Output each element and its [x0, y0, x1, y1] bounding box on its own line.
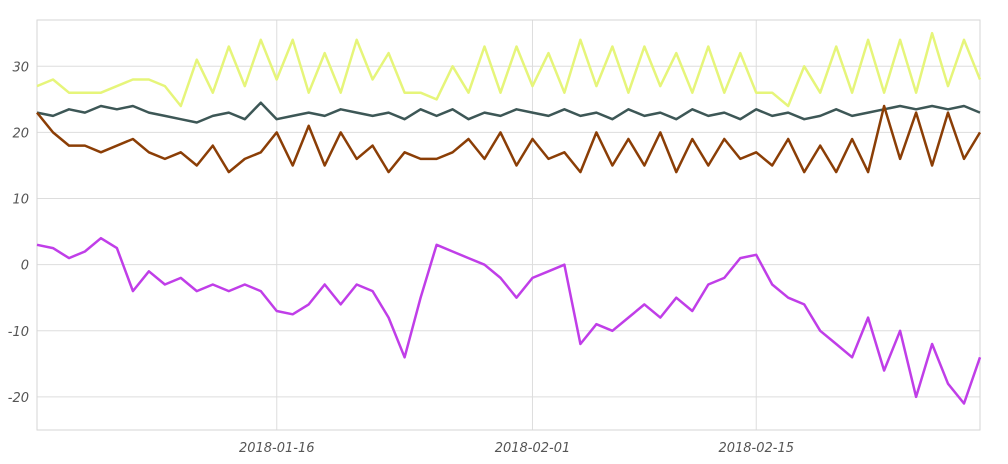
x-tick-label: 2018-02-01 [495, 441, 571, 456]
y-tick-label: 0 [21, 259, 29, 274]
y-axis: 30 20 10 0 -10 -20 [8, 60, 29, 406]
series-line-1 [36, 31, 982, 108]
x-tick-label: 2018-02-15 [718, 441, 794, 456]
x-tick-label: 2018-01-16 [239, 441, 315, 456]
series-group [36, 31, 982, 405]
y-tick-label: 30 [12, 60, 29, 75]
grid-lines [37, 20, 980, 430]
series-line-3 [36, 104, 982, 174]
series-line-2 [36, 101, 981, 124]
x-axis: 2018-01-16 2018-02-01 2018-02-15 [239, 441, 794, 456]
series-line-4 [36, 236, 982, 405]
y-tick-label: 10 [12, 193, 29, 208]
y-tick-label: -20 [8, 391, 29, 406]
y-tick-label: -10 [8, 325, 29, 340]
plot-area-border [36, 19, 981, 431]
y-tick-label: 20 [12, 126, 29, 141]
